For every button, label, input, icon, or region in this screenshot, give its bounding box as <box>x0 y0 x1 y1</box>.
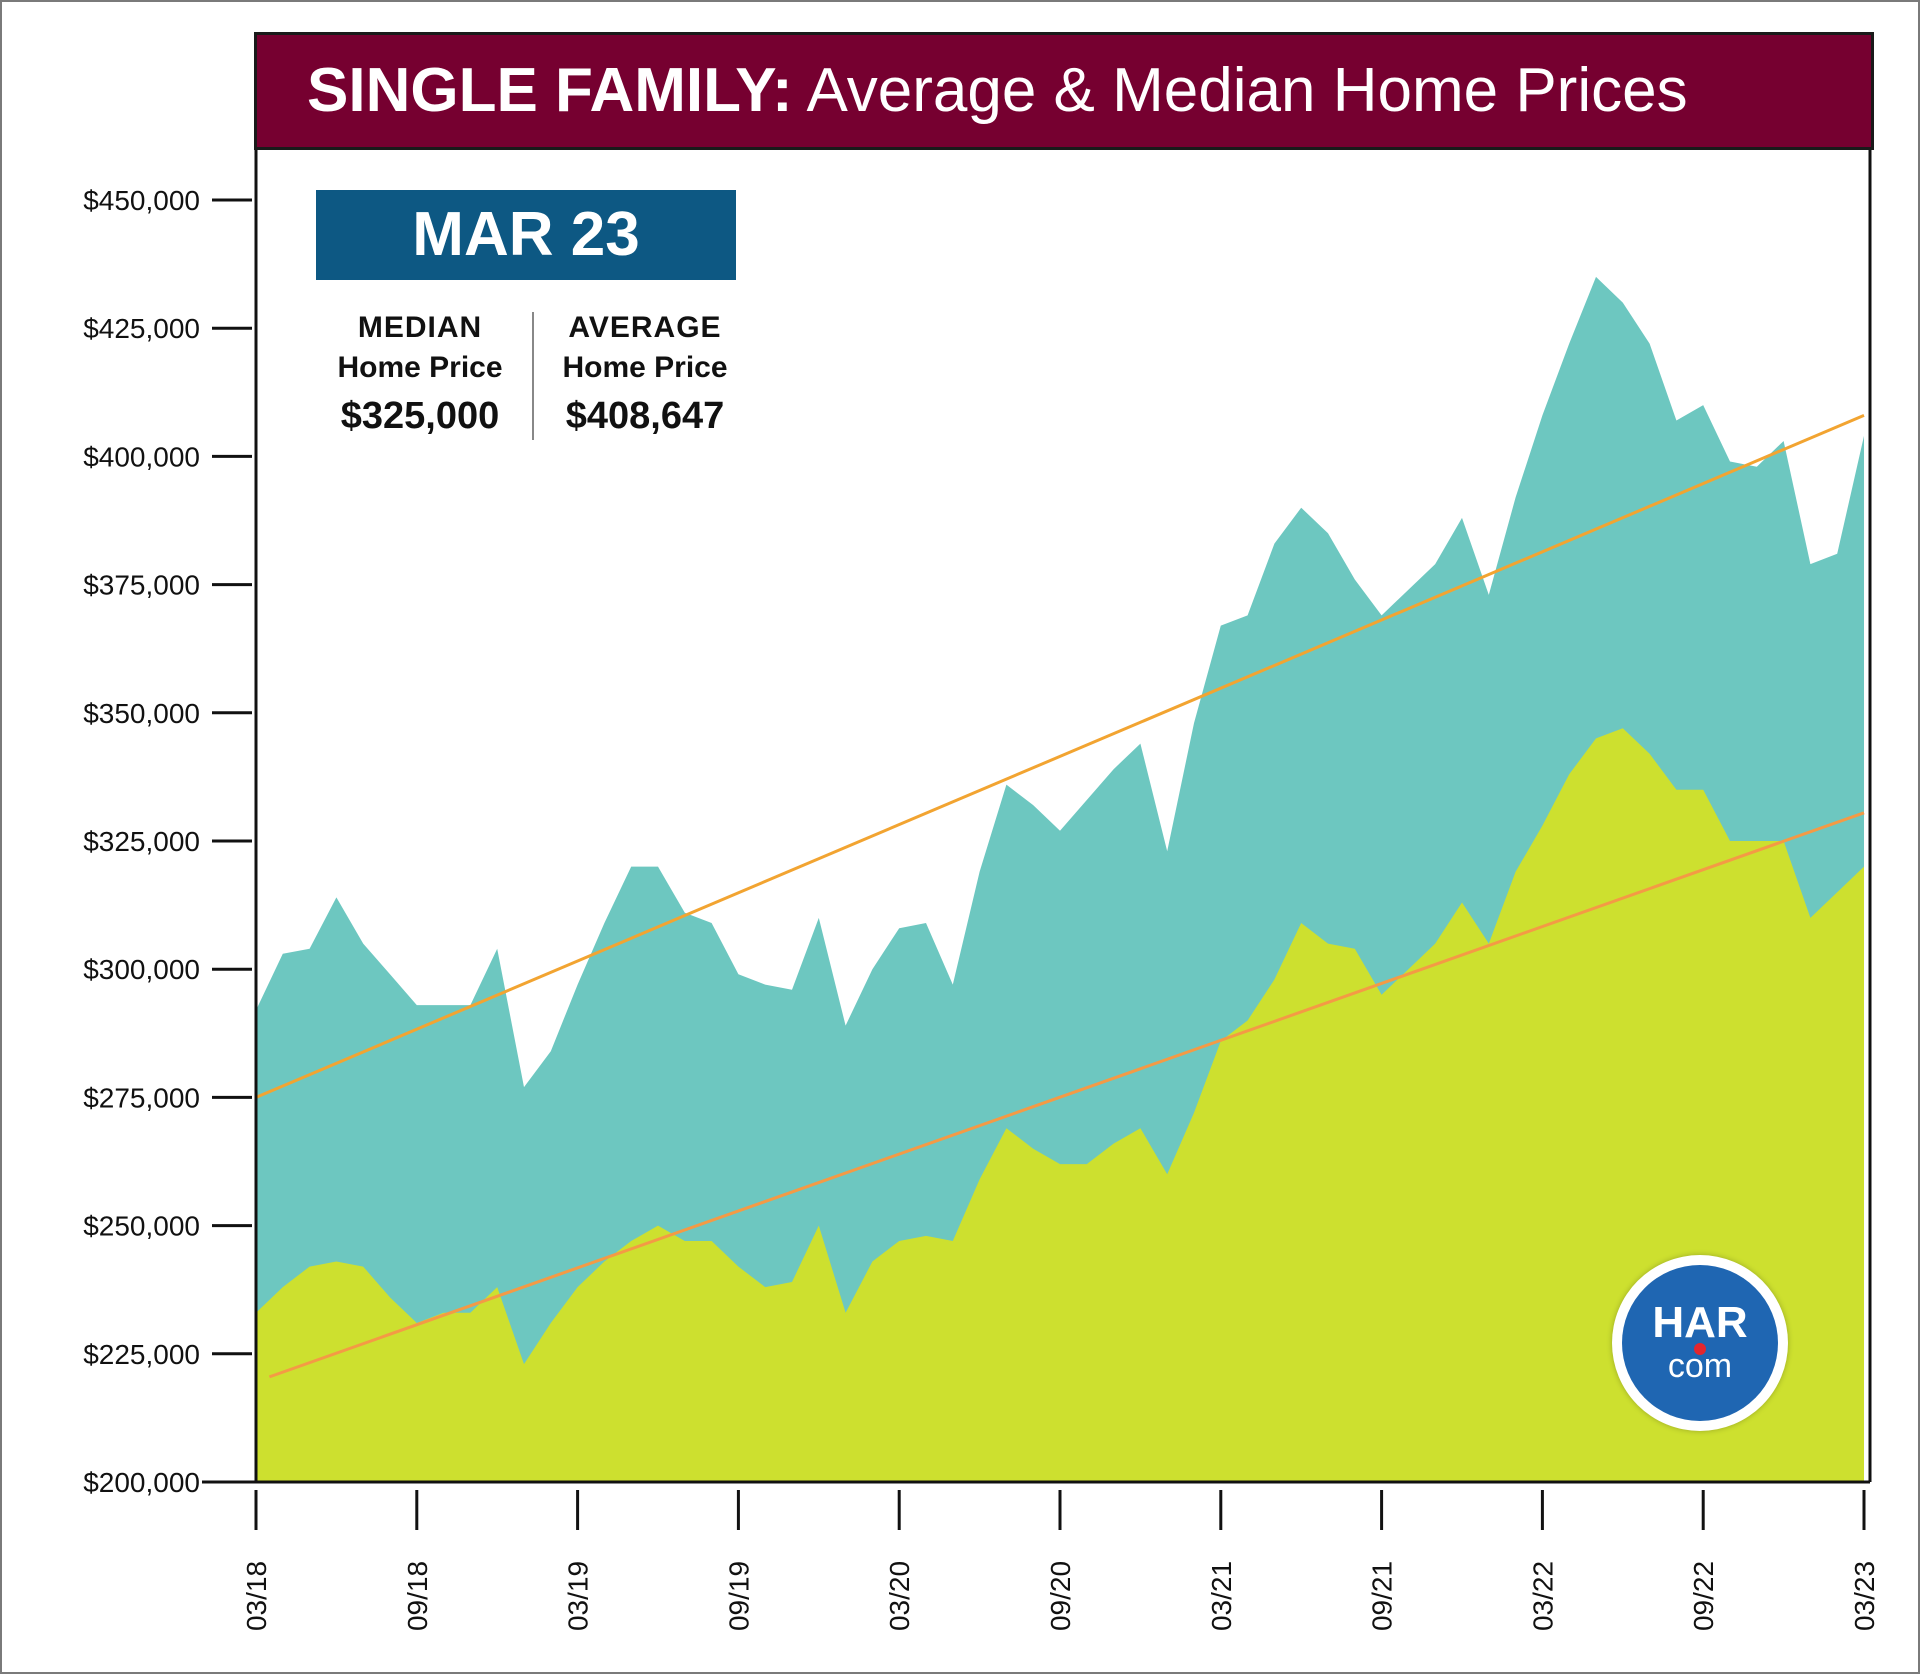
x-tick-label: 03/22 <box>1527 1561 1558 1631</box>
har-logo-domain: com <box>1667 1347 1733 1385</box>
har-logo: HAR com <box>1612 1255 1788 1431</box>
y-tick-label: $375,000 <box>83 570 200 601</box>
axes: $200,000 $225,000 $250,000 $275,000 $300,000… <box>83 185 1880 1631</box>
y-tick-label: $450,000 <box>83 185 200 216</box>
chart-title-rest: Average & Median Home Prices <box>792 56 1688 125</box>
chart-title-bold: SINGLE FAMILY: <box>307 56 793 125</box>
x-tick-label: 09/19 <box>723 1561 754 1631</box>
median-trend-line <box>268 811 1865 1379</box>
average-trend-line <box>255 413 1865 1099</box>
median-stat-value: $325,000 <box>340 395 500 437</box>
x-tick-label: 03/23 <box>1849 1561 1880 1631</box>
x-tick-label: 03/20 <box>884 1561 915 1631</box>
x-tick-label: 09/20 <box>1045 1561 1076 1631</box>
median-stat-subheading: Home Price <box>337 351 503 384</box>
y-tick-label: $300,000 <box>83 954 200 985</box>
y-tick-label: $200,000 <box>83 1467 200 1498</box>
y-tick-label: $250,000 <box>83 1211 200 1242</box>
x-tick-label: 09/22 <box>1688 1561 1719 1631</box>
average-stat-value: $408,647 <box>565 395 725 437</box>
average-stat: AVERAGE Home Price $408,647 <box>535 308 755 444</box>
median-stat-heading: MEDIAN <box>357 311 483 344</box>
x-tick-label: 09/21 <box>1367 1561 1398 1631</box>
chart-title: SINGLE FAMILY: Average & Median Home Pri… <box>307 35 1688 147</box>
y-tick-label: $350,000 <box>83 698 200 729</box>
period-badge: MAR 23 <box>316 190 736 280</box>
median-stat: MEDIAN Home Price $325,000 <box>310 308 530 444</box>
median-price-area <box>256 728 1864 1482</box>
har-logo-dot <box>1694 1343 1706 1355</box>
title-bar: SINGLE FAMILY: Average & Median Home Pri… <box>254 32 1874 150</box>
average-stat-heading: AVERAGE <box>568 311 722 344</box>
average-stat-subheading: Home Price <box>562 351 728 384</box>
x-tick-label: 03/21 <box>1206 1561 1237 1631</box>
y-tick-label: $425,000 <box>83 313 200 344</box>
y-tick-label: $275,000 <box>83 1082 200 1113</box>
y-tick-label: $225,000 <box>83 1339 200 1370</box>
har-logo-badge: HAR com <box>1622 1265 1778 1421</box>
plot-area <box>254 150 1872 1482</box>
y-tick-label: $325,000 <box>83 826 200 857</box>
har-logo-text: HAR <box>1652 1298 1748 1347</box>
x-tick-label: 03/18 <box>241 1561 272 1631</box>
x-tick-label: 09/18 <box>402 1561 433 1631</box>
stat-divider <box>532 312 534 440</box>
x-tick-label: 03/19 <box>563 1561 594 1631</box>
y-tick-label: $400,000 <box>83 441 200 472</box>
